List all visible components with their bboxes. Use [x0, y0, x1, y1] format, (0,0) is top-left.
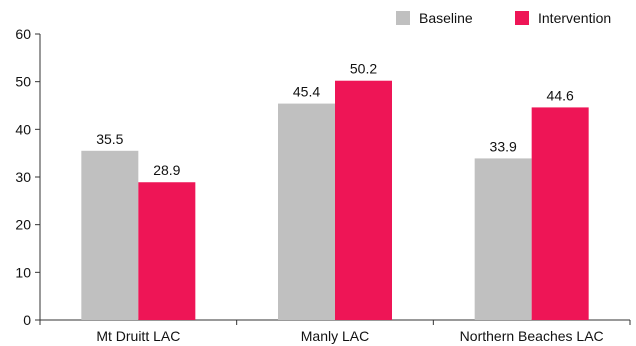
legend-swatch-baseline: [396, 11, 410, 25]
data-label: 35.5: [96, 131, 123, 147]
category-label: Manly LAC: [301, 328, 369, 344]
legend-label-intervention: Intervention: [538, 10, 611, 26]
bar-intervention-1: [138, 182, 196, 320]
legend-swatch-intervention: [515, 11, 529, 25]
bar-intervention-2: [335, 80, 392, 320]
legend: Baseline Intervention: [396, 10, 611, 26]
data-label: 33.9: [490, 138, 517, 154]
data-label: 45.4: [293, 84, 320, 100]
y-axis-ticks: 0 10 20 30 40 50 60: [15, 26, 40, 328]
bars: [81, 80, 589, 321]
bar-baseline-2: [278, 103, 335, 321]
data-labels: 35.5 28.9 45.4 50.2 33.9 44.6: [96, 61, 574, 179]
bar-baseline-1: [81, 150, 139, 320]
y-tick-label: 20: [15, 217, 31, 233]
category-label: Mt Druitt LAC: [96, 328, 180, 344]
y-tick-label: 0: [23, 312, 31, 328]
y-tick-label: 60: [15, 26, 31, 42]
category-label: Northern Beaches LAC: [460, 328, 604, 344]
y-tick-label: 50: [15, 74, 31, 90]
y-tick-label: 10: [15, 264, 31, 280]
y-tick-label: 40: [15, 121, 31, 137]
x-axis-ticks: [39, 320, 631, 325]
legend-label-baseline: Baseline: [419, 10, 473, 26]
data-label: 28.9: [153, 162, 180, 178]
category-labels: Mt Druitt LAC Manly LAC Northern Beaches L…: [96, 328, 603, 344]
data-label: 50.2: [350, 61, 377, 77]
bar-baseline-3: [474, 158, 532, 320]
data-label: 44.6: [547, 87, 574, 103]
y-tick-label: 30: [15, 169, 31, 185]
bar-intervention-3: [531, 107, 589, 320]
